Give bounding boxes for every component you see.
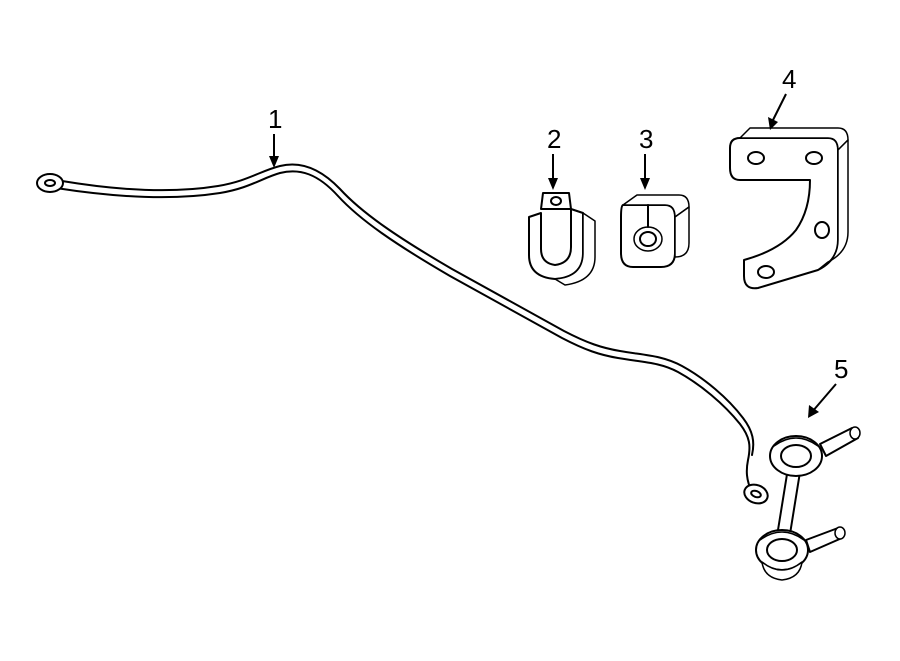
- callout-label-2: 2: [547, 124, 561, 154]
- bushing: [621, 195, 689, 267]
- parts-diagram: 1 2 3 4 5: [0, 0, 900, 661]
- callouts: 1 2 3 4 5: [268, 64, 848, 418]
- callout-label-4: 4: [782, 64, 796, 94]
- callout-label-5: 5: [834, 354, 848, 384]
- stabilizer-link: [756, 427, 860, 580]
- callout-label-1: 1: [268, 104, 282, 134]
- callout-label-3: 3: [639, 124, 653, 154]
- bushing-bracket: [529, 193, 595, 285]
- mount-bracket: [730, 128, 848, 288]
